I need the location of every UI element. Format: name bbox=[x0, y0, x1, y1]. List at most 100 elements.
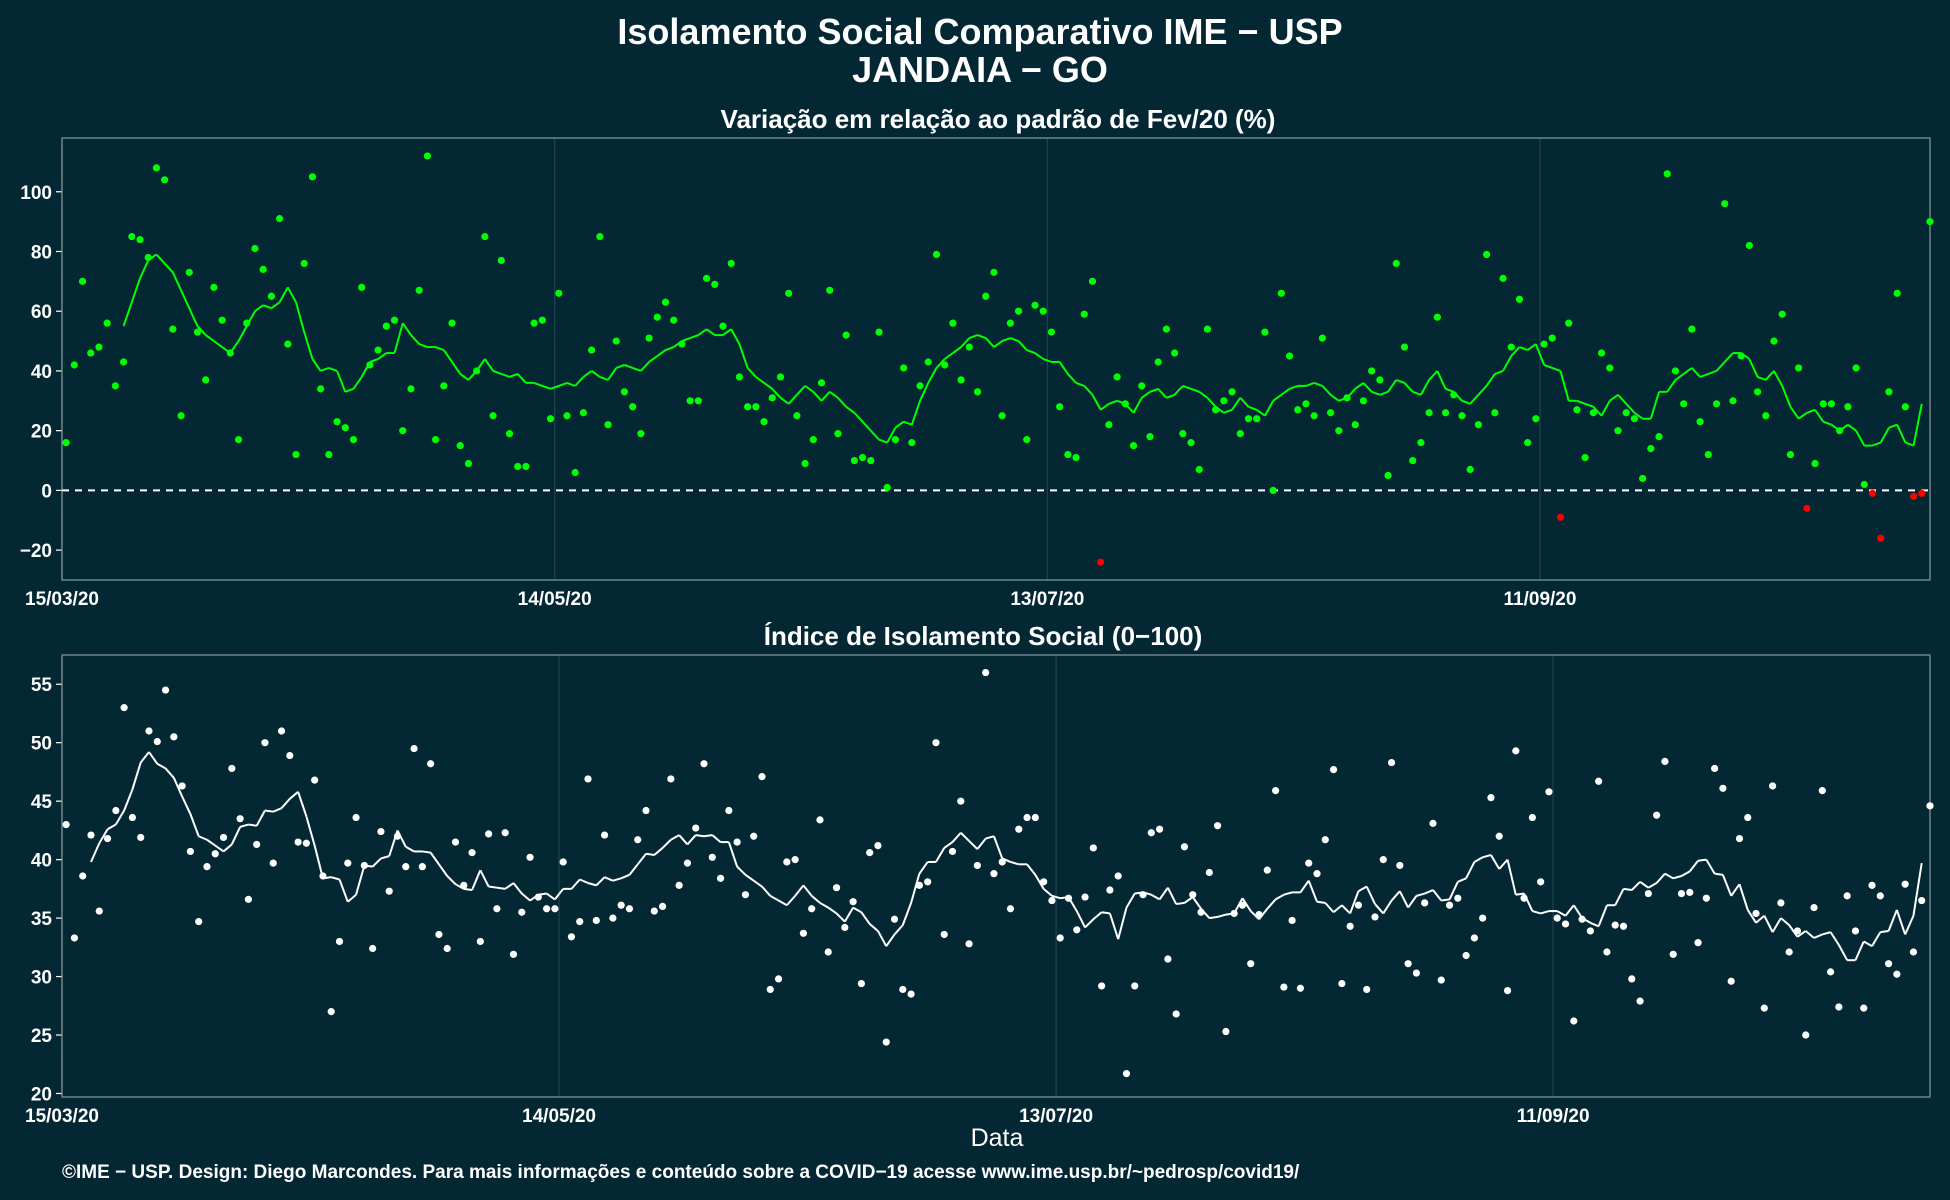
data-point bbox=[1556, 513, 1565, 521]
data-point bbox=[1326, 409, 1335, 417]
data-point bbox=[1039, 307, 1047, 315]
y-tick-label: 45 bbox=[31, 792, 53, 813]
moving-average-segment bbox=[1559, 370, 1570, 402]
moving-average-segment bbox=[919, 382, 930, 402]
data-point bbox=[1926, 218, 1934, 226]
data-point bbox=[1321, 836, 1329, 844]
moving-average-segment bbox=[1683, 367, 1693, 375]
moving-average-segment bbox=[122, 301, 133, 327]
data-point bbox=[319, 872, 327, 880]
moving-average-segment bbox=[198, 835, 208, 841]
data-point bbox=[374, 346, 382, 354]
data-point bbox=[195, 918, 203, 926]
moving-average-segment bbox=[1157, 388, 1168, 399]
moving-average-segment bbox=[1688, 860, 1699, 872]
moving-average-segment bbox=[1362, 382, 1373, 393]
data-point bbox=[725, 806, 733, 815]
data-point bbox=[261, 739, 269, 747]
data-point bbox=[464, 459, 473, 468]
moving-average-segment bbox=[1655, 872, 1666, 884]
data-point bbox=[634, 836, 642, 844]
data-point bbox=[841, 923, 849, 932]
moving-average-segment bbox=[1498, 858, 1509, 870]
moving-average-segment bbox=[222, 843, 233, 853]
moving-average-segment bbox=[811, 895, 821, 904]
data-point bbox=[1844, 403, 1852, 411]
moving-average-segment bbox=[620, 873, 630, 880]
data-point bbox=[1909, 948, 1918, 956]
data-point bbox=[849, 898, 857, 906]
moving-average-segment bbox=[1697, 858, 1707, 862]
moving-average-segment bbox=[98, 828, 109, 844]
data-point bbox=[842, 331, 850, 339]
moving-average-segment bbox=[1150, 893, 1161, 901]
data-point bbox=[1359, 397, 1368, 405]
moving-average-segment bbox=[1649, 391, 1660, 420]
moving-average-segment bbox=[90, 842, 101, 863]
data-point bbox=[485, 830, 493, 838]
moving-average-segment bbox=[730, 328, 741, 345]
moving-average-segment bbox=[727, 841, 739, 867]
data-point bbox=[1515, 295, 1524, 303]
moving-average-segment bbox=[1879, 427, 1890, 444]
data-point bbox=[620, 388, 629, 396]
plot-frame bbox=[61, 654, 1931, 1098]
moving-average-segment bbox=[504, 882, 515, 890]
data-point bbox=[530, 319, 538, 327]
data-point bbox=[1131, 982, 1139, 990]
moving-average-segment bbox=[303, 331, 314, 360]
moving-average-segment bbox=[205, 334, 215, 342]
moving-average-segment bbox=[812, 391, 823, 402]
moving-average-segment bbox=[1780, 917, 1790, 926]
moving-average-segment bbox=[1895, 909, 1907, 935]
moving-average-segment bbox=[1461, 399, 1471, 405]
moving-average-segment bbox=[1083, 385, 1094, 396]
moving-average-segment bbox=[377, 352, 387, 360]
data-point bbox=[1064, 894, 1073, 902]
moving-average-segment bbox=[1540, 910, 1550, 915]
moving-average-segment bbox=[1721, 874, 1733, 897]
data-point bbox=[493, 905, 501, 913]
data-point bbox=[694, 397, 702, 405]
data-point bbox=[1843, 892, 1851, 900]
moving-average-segment bbox=[1289, 384, 1299, 390]
moving-average-segment bbox=[305, 816, 316, 846]
data-point bbox=[1376, 376, 1384, 384]
moving-average-segment bbox=[164, 767, 175, 779]
moving-average-segment bbox=[1275, 893, 1285, 901]
data-point bbox=[1877, 534, 1885, 542]
data-point bbox=[432, 436, 440, 444]
moving-average-segment bbox=[755, 376, 765, 384]
y-tick-label: 20 bbox=[31, 422, 52, 443]
moving-average-segment bbox=[278, 286, 289, 303]
moving-average-segment bbox=[1332, 904, 1343, 914]
data-point bbox=[1688, 325, 1696, 333]
moving-average-segment bbox=[1617, 394, 1627, 405]
data-point bbox=[1384, 471, 1392, 480]
data-point bbox=[826, 286, 834, 294]
data-point bbox=[1338, 979, 1346, 988]
data-point bbox=[667, 775, 675, 783]
data-point bbox=[617, 901, 625, 909]
data-point bbox=[1015, 825, 1023, 833]
data-point bbox=[1437, 976, 1445, 984]
data-point bbox=[1603, 948, 1611, 956]
moving-average-segment bbox=[1390, 890, 1401, 902]
data-point bbox=[1483, 250, 1491, 259]
moving-average-segment bbox=[1198, 391, 1209, 399]
data-point bbox=[1081, 893, 1089, 901]
moving-average-segment bbox=[270, 301, 281, 310]
moving-average-segment bbox=[796, 385, 806, 396]
moving-average-segment bbox=[860, 911, 871, 925]
data-point bbox=[1343, 394, 1351, 402]
data-point bbox=[327, 1008, 335, 1016]
moving-average-segment bbox=[566, 381, 576, 387]
data-point bbox=[526, 853, 534, 861]
moving-average-segment bbox=[1441, 898, 1450, 902]
data-point bbox=[1409, 456, 1417, 465]
data-point bbox=[670, 316, 678, 324]
data-point bbox=[377, 827, 385, 836]
data-point bbox=[308, 173, 317, 181]
moving-average-segment bbox=[1341, 904, 1351, 915]
moving-average-segment bbox=[615, 364, 625, 369]
